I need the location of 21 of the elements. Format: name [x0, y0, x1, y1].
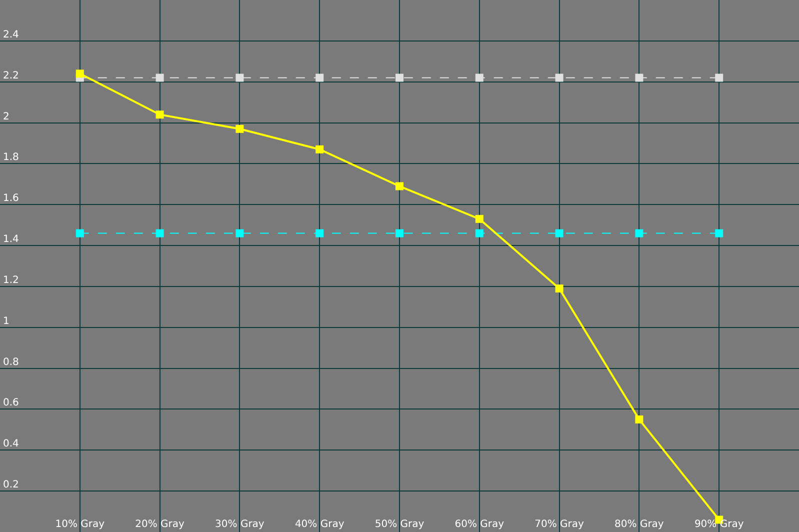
x-tick-label: 70% Gray	[534, 519, 584, 530]
x-tick-label: 50% Gray	[374, 519, 424, 530]
y-tick-label: 1	[3, 316, 10, 327]
y-tick-label: 2	[3, 111, 10, 122]
y-tick-label: 0.2	[3, 480, 19, 491]
x-tick-label: 90% Gray	[694, 519, 744, 530]
x-tick-label: 10% Gray	[55, 519, 105, 530]
y-tick-label: 2.4	[3, 29, 19, 40]
y-tick-label: 1.6	[3, 193, 19, 204]
y-tick-label: 2.2	[3, 70, 19, 82]
y-tick-label: 1.4	[3, 234, 19, 246]
y-tick-label: 1.2	[3, 274, 19, 286]
y-tick-label: 1.8	[3, 152, 19, 164]
y-tick-label: 0.8	[3, 356, 19, 368]
y-tick-label: 0.4	[3, 438, 19, 450]
x-tick-label: 40% Gray	[294, 519, 344, 530]
x-tick-label: 60% Gray	[454, 519, 504, 530]
y-tick-label: 0.6	[3, 398, 19, 409]
x-tick-label: 30% Gray	[215, 519, 264, 530]
x-tick-label: 20% Gray	[135, 519, 185, 530]
x-tick-label: 80% Gray	[614, 519, 664, 530]
